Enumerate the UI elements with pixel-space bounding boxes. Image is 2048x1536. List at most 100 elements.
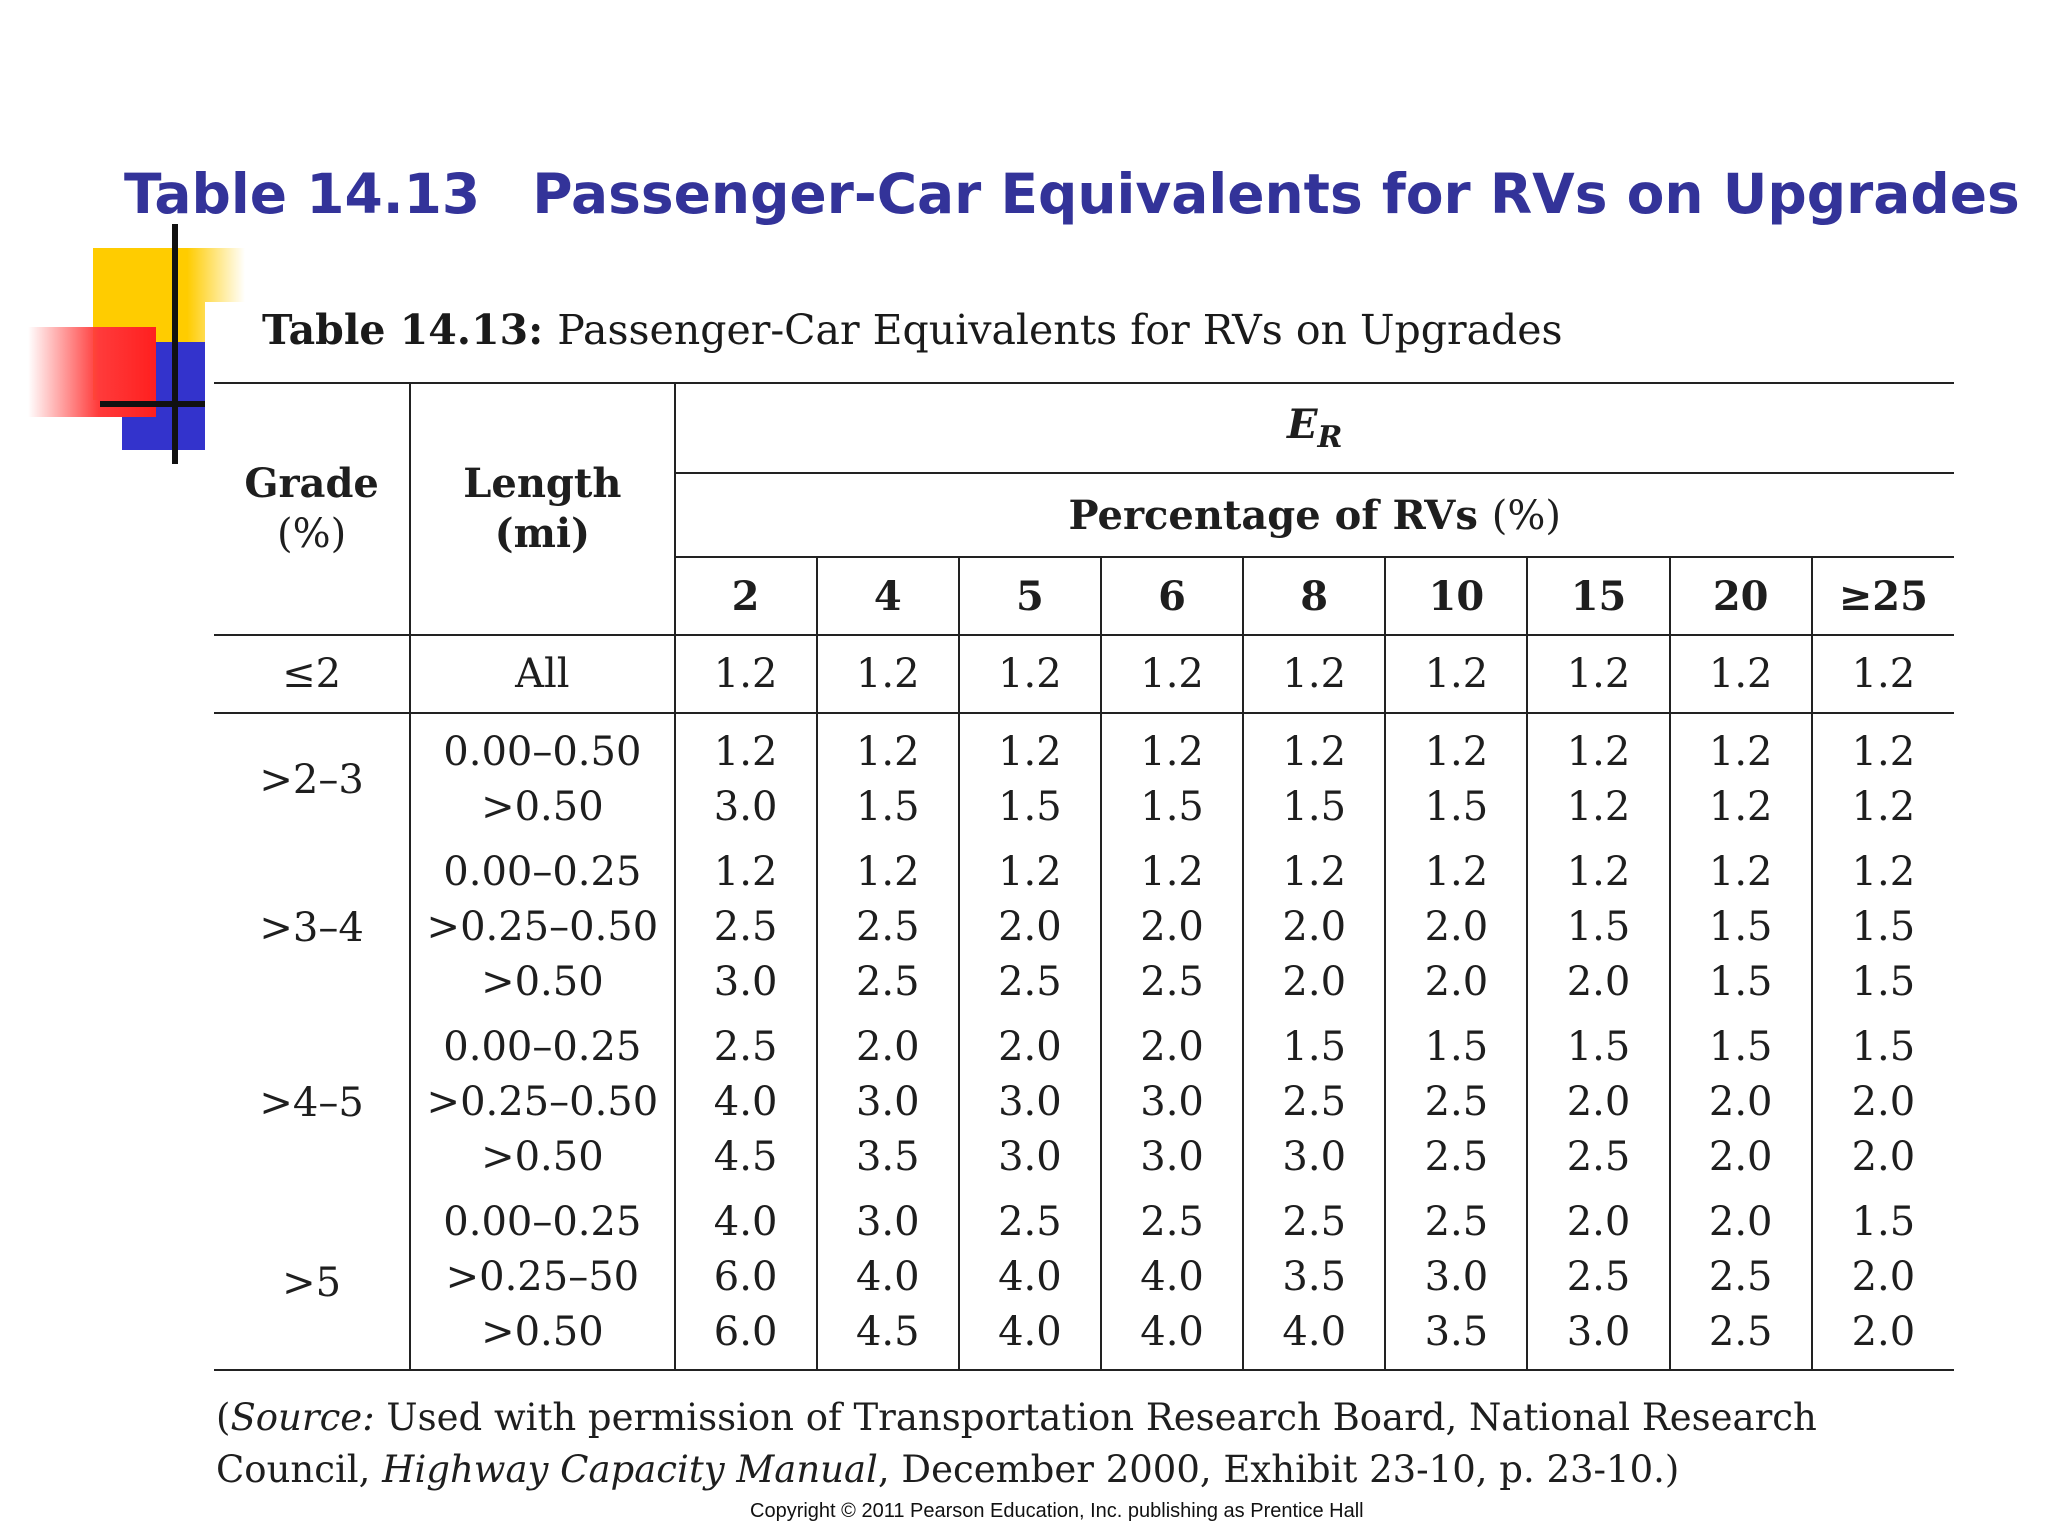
value-cell: 3.0 bbox=[1100, 1074, 1245, 1129]
value-cell: 6.0 bbox=[674, 1304, 818, 1370]
table-row: >0.50 3.0 2.5 2.5 2.5 2.0 2.0 2.0 1.5 1.5 bbox=[214, 954, 1954, 1009]
value-cell: 2.5 bbox=[1243, 1074, 1387, 1129]
length-cell: 0.00–0.50 bbox=[410, 713, 676, 779]
value-cell: 2.5 bbox=[816, 954, 960, 1009]
value-cell: 3.0 bbox=[1527, 1304, 1671, 1370]
value-cell: 4.0 bbox=[1100, 1249, 1245, 1304]
er-subscript: R bbox=[1317, 420, 1343, 455]
value-cell: 2.5 bbox=[1100, 1184, 1245, 1249]
value-cell: 1.2 bbox=[1243, 713, 1387, 779]
value-cell: 1.2 bbox=[1851, 728, 1916, 775]
value-cell: 1.5 bbox=[1851, 1198, 1916, 1245]
value-cell: 1.2 bbox=[958, 713, 1102, 779]
value-cell: 1.2 bbox=[674, 635, 818, 714]
length-cell: >0.50 bbox=[410, 1304, 676, 1370]
value-cell: 1.2 bbox=[1243, 834, 1387, 899]
source-label: Source: bbox=[230, 1396, 375, 1439]
grade-cell: ≤2 bbox=[214, 635, 412, 714]
grade-cell: >3–4 bbox=[214, 834, 412, 1009]
value-cell: 1.5 bbox=[1669, 899, 1813, 954]
value-cell: 2.5 bbox=[1243, 1184, 1387, 1249]
value-cell: 1.2 bbox=[1100, 834, 1245, 899]
value-cell: 2.5 bbox=[958, 1184, 1102, 1249]
header-grade-label: Grade bbox=[244, 460, 379, 507]
length-cell: >0.50 bbox=[410, 1129, 676, 1184]
column-header: 2 bbox=[674, 557, 818, 636]
value-cell: 1.2 bbox=[1385, 834, 1529, 899]
table-caption-label: Table 14.13: bbox=[262, 306, 544, 354]
value-cell: 4.5 bbox=[816, 1304, 960, 1370]
value-cell: 1.5 bbox=[1243, 779, 1387, 834]
header-length-unit: (mi) bbox=[494, 510, 591, 557]
header-er: ER bbox=[674, 383, 1954, 474]
value-cell: 2.0 bbox=[1385, 899, 1529, 954]
value-cell: 3.0 bbox=[674, 779, 818, 834]
column-header-row: 2 4 5 6 8 10 15 20 ≥25 bbox=[214, 557, 1954, 636]
header-percentage-unit: (%) bbox=[1491, 492, 1561, 539]
value-cell: 2.0 bbox=[1100, 1009, 1245, 1074]
value-cell: 2.5 bbox=[674, 1009, 818, 1074]
value-cell: 4.0 bbox=[674, 1184, 818, 1249]
value-cell: 2.0 bbox=[1851, 1133, 1916, 1180]
pce-table: Grade (%) Length (mi) ER Percentage of R… bbox=[214, 382, 1954, 1371]
value-cell: 3.0 bbox=[958, 1129, 1102, 1184]
value-cell: 1.5 bbox=[1385, 779, 1529, 834]
length-cell: >0.50 bbox=[410, 779, 676, 834]
value-cell: 3.0 bbox=[958, 1074, 1102, 1129]
value-cell: 1.2 bbox=[1669, 635, 1813, 714]
value-cell: 2.0 bbox=[1669, 1074, 1813, 1129]
slide-title: Table 14.13 Passenger-Car Equivalents for… bbox=[124, 162, 2020, 226]
table-row: >5 0.00–0.25 4.0 3.0 2.5 2.5 2.5 2.5 2.0 2.0 1.5 bbox=[214, 1184, 1954, 1370]
value-cell: 1.5 bbox=[1851, 1023, 1916, 1070]
value-cell: 1.2 bbox=[1851, 848, 1916, 895]
value-cell: 2.0 bbox=[1527, 1074, 1671, 1129]
value-cell: 1.2 bbox=[816, 635, 960, 714]
column-header: 6 bbox=[1100, 557, 1245, 636]
table-row: >0.50 6.0 4.5 4.0 4.0 4.0 3.5 3.0 2.5 2.0 bbox=[214, 1304, 1954, 1370]
value-cell: 1.2 bbox=[1100, 635, 1245, 714]
value-cell: 1.5 bbox=[1851, 958, 1916, 1005]
value-cell: 3.0 bbox=[816, 1074, 960, 1129]
table-row: >0.25–0.50 4.0 3.0 3.0 3.0 2.5 2.5 2.0 2.0 2.0 bbox=[214, 1074, 1954, 1129]
length-cell: >0.25–50 bbox=[410, 1249, 676, 1304]
table-row: >0.50 3.0 1.5 1.5 1.5 1.5 1.5 1.2 1.2 1.2 bbox=[214, 779, 1954, 834]
value-cell: 1.2 bbox=[958, 635, 1102, 714]
table-caption: Table 14.13: Passenger-Car Equivalents fo… bbox=[262, 306, 1563, 354]
value-cell: 3.0 bbox=[1243, 1129, 1387, 1184]
value-cell: 1.2 bbox=[674, 834, 818, 899]
value-cell: 4.0 bbox=[816, 1249, 960, 1304]
value-cell: 4.0 bbox=[674, 1074, 818, 1129]
column-header: 10 bbox=[1385, 557, 1529, 636]
value-cell: 2.0 bbox=[1527, 1184, 1671, 1249]
length-cell: 0.00–0.25 bbox=[410, 1009, 676, 1074]
value-cell: 3.5 bbox=[1385, 1304, 1529, 1370]
value-cell: 2.0 bbox=[1851, 1078, 1916, 1125]
value-cell: 1.2 bbox=[1527, 834, 1671, 899]
value-cell: 2.5 bbox=[1385, 1129, 1529, 1184]
value-cell: 1.2 bbox=[1243, 635, 1387, 714]
value-cell: 1.2 bbox=[1527, 713, 1671, 779]
value-cell: 1.5 bbox=[1669, 954, 1813, 1009]
value-cell: 2.0 bbox=[1669, 1184, 1813, 1249]
table-body: ≤2 All 1.2 1.2 1.2 1.2 1.2 1.2 1.2 1.2 1.2 >2–3 0.00… bbox=[214, 635, 1954, 1370]
value-cell: 4.0 bbox=[958, 1304, 1102, 1370]
table-caption-text: Passenger-Car Equivalents for RVs on Upg… bbox=[557, 306, 1563, 354]
column-header: 4 bbox=[816, 557, 960, 636]
length-cell: >0.25–0.50 bbox=[410, 1074, 676, 1129]
table-row: >0.25–50 6.0 4.0 4.0 4.0 3.5 3.0 2.5 2.5 2.0 bbox=[214, 1249, 1954, 1304]
value-cell: 6.0 bbox=[674, 1249, 818, 1304]
value-cell: 3.0 bbox=[816, 1184, 960, 1249]
value-cell: 1.5 bbox=[1851, 903, 1916, 950]
table-row: >3–4 0.00–0.25 1.2 1.2 1.2 1.2 1.2 1.2 1.2 1.2 1.2 bbox=[214, 834, 1954, 1009]
value-cell: 3.0 bbox=[674, 954, 818, 1009]
value-cell: 1.2 bbox=[1669, 713, 1813, 779]
value-cell: 1.5 bbox=[1527, 1009, 1671, 1074]
column-header: 8 bbox=[1243, 557, 1387, 636]
source-open-paren: ( bbox=[216, 1396, 231, 1439]
value-cell: 1.5 bbox=[816, 779, 960, 834]
length-cell: 0.00–0.25 bbox=[410, 1184, 676, 1249]
copyright-notice: Copyright © 2011 Pearson Education, Inc.… bbox=[750, 1500, 1364, 1522]
value-cell: 2.0 bbox=[1527, 954, 1671, 1009]
value-cell: 2.5 bbox=[674, 899, 818, 954]
value-cell: 2.5 bbox=[1527, 1249, 1671, 1304]
